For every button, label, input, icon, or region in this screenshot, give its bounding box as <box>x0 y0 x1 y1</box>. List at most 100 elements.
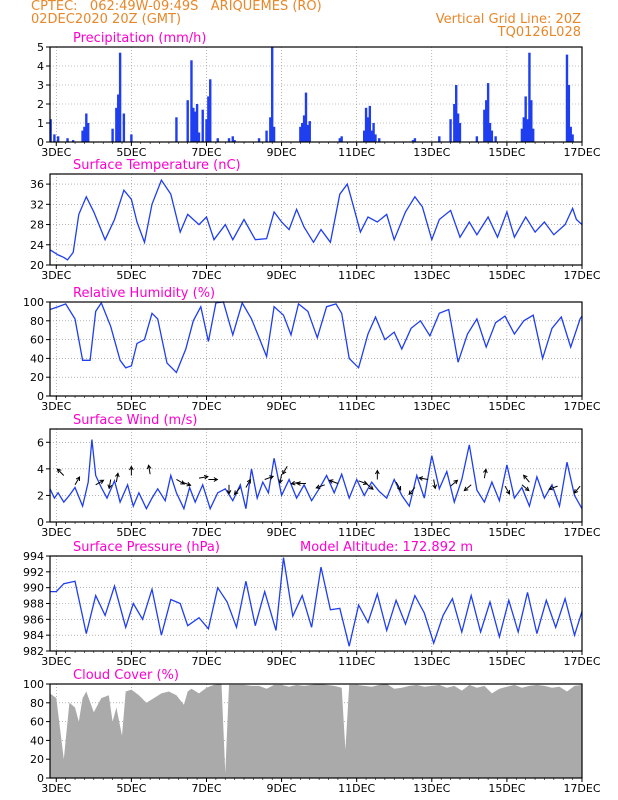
precip-bar <box>340 136 343 142</box>
precip-bar <box>205 119 208 142</box>
wind-arrow <box>95 479 105 486</box>
wind-arrow <box>450 479 459 487</box>
precip-bar <box>531 128 535 142</box>
precip-bar <box>53 134 56 142</box>
precip-bar <box>201 109 204 142</box>
wind-arrow-head <box>328 479 334 484</box>
y-tick-label-temp: 20 <box>30 259 44 272</box>
header-datetime: 02DEC2020 20Z (GMT) <box>31 12 182 27</box>
wind-arrow <box>432 479 437 490</box>
y-tick-label-precip: 5 <box>37 41 44 54</box>
precip-bar <box>453 104 456 142</box>
x-tick-label-pressure: 13DEC <box>413 655 450 668</box>
panel-precip: Precipitation (mm/h) 0 1 2 3 4 5 3DEC 5DEC 7DEC 9D… <box>37 31 601 159</box>
x-tick-label-humidity: 13DEC <box>413 400 450 413</box>
precip-bar <box>195 104 199 142</box>
precip-bar <box>66 138 69 142</box>
x-tick-label-humidity: 9DEC <box>267 400 297 413</box>
y-tick-label-wind: 4 <box>37 463 44 476</box>
precip-bar <box>528 52 531 143</box>
wind-arrow-shaft <box>548 485 558 490</box>
cloud-cover-area <box>50 684 582 778</box>
precip-bar <box>117 94 120 142</box>
wind-arrow-head <box>290 480 296 486</box>
y-tick-label-pressure: 992 <box>23 566 44 579</box>
precip-bar <box>374 134 377 142</box>
y-tick-label-pressure: 994 <box>23 550 44 563</box>
wind-arrow-shaft <box>523 474 530 483</box>
precip-bar <box>190 60 193 142</box>
panel-annotation-pressure: Model Altitude: 172.892 m <box>300 540 473 555</box>
precip-bar <box>413 138 417 142</box>
precip-bar <box>85 113 88 142</box>
precip-bar <box>456 113 460 142</box>
x-tick-label-temp: 7DEC <box>191 269 221 282</box>
y-tick-label-pressure: 990 <box>23 582 44 595</box>
x-tick-label-temp: 17DEC <box>563 269 600 282</box>
wind-arrow-head <box>278 479 283 485</box>
precip-bar <box>569 126 572 142</box>
panel-frame-cloud <box>49 683 583 779</box>
x-tick-label-temp: 15DEC <box>488 269 525 282</box>
wind-arrow <box>374 469 380 480</box>
x-tick-label-pressure: 7DEC <box>191 655 221 668</box>
wind-arrow-head <box>315 484 321 489</box>
y-tick-label-humidity: 80 <box>30 315 44 328</box>
y-tick-label-precip: 3 <box>37 79 44 92</box>
y-tick-label-humidity: 40 <box>30 352 44 365</box>
x-tick-label-cloud: 11DEC <box>338 782 375 795</box>
wind-arrow-head <box>418 476 424 481</box>
precip-bar <box>494 136 497 142</box>
wind-arrow-head <box>432 484 437 490</box>
wind-arrow-head <box>463 486 469 492</box>
wind-arrow-shaft <box>573 485 581 494</box>
x-tick-label-wind: 17DEC <box>563 526 600 539</box>
x-tick-label-pressure: 15DEC <box>488 655 525 668</box>
wind-arrow-head <box>180 480 186 485</box>
precip-bar <box>338 138 341 142</box>
y-tick-label-precip: 4 <box>37 60 44 73</box>
wind-arrow-shaft <box>181 481 191 486</box>
wind-arrow-head <box>226 490 232 495</box>
precip-bar <box>368 105 372 142</box>
panel-title-cloud: Cloud Cover (%) <box>73 668 179 683</box>
panel-title-pressure: Surface Pressure (hPa) <box>73 540 220 555</box>
precip-bar <box>490 130 494 142</box>
wind-arrow <box>233 487 241 496</box>
wind-arrow <box>115 472 120 483</box>
wind-arrow <box>176 479 186 485</box>
precip-bar <box>372 123 375 142</box>
x-tick-label-temp: 11DEC <box>338 269 375 282</box>
wind-arrow <box>521 484 530 492</box>
precip-bar <box>571 134 574 142</box>
y-tick-label-precip: 1 <box>37 117 44 130</box>
wind-arrow-head <box>453 479 459 485</box>
wind-arrow <box>208 477 219 482</box>
panel-frame-pressure <box>49 555 583 652</box>
series-line-temp <box>49 178 583 261</box>
wind-arrow-head <box>115 472 120 478</box>
precip-bar <box>111 128 114 142</box>
y-tick-label-humidity: 60 <box>30 334 44 347</box>
wind-arrow <box>146 464 152 475</box>
header-model-code: TQ0126L028 <box>497 25 581 40</box>
wind-arrow <box>56 468 65 476</box>
wind-arrow-shaft <box>95 479 104 486</box>
precip-bar <box>526 119 529 142</box>
wind-arrow <box>328 479 339 484</box>
precip-bar <box>186 100 189 142</box>
wind-arrow <box>483 468 488 479</box>
precip-bar <box>411 140 415 142</box>
wind-arrow-shaft <box>148 465 151 475</box>
panel-title-humidity: Relative Humidity (%) <box>73 286 215 301</box>
wind-arrow <box>198 474 209 480</box>
panel-wind: Surface Wind (m/s) 0 2 4 6 3DEC 5DEC 7DEC 9DEC 11… <box>37 413 601 539</box>
wind-arrow-shaft <box>521 484 530 491</box>
precip-bar <box>49 119 52 142</box>
wind-arrow-shaft <box>464 484 472 491</box>
precip-bar <box>192 107 195 142</box>
precip-bar <box>299 126 302 142</box>
y-tick-label-temp: 28 <box>30 219 44 232</box>
x-tick-label-wind: 15DEC <box>488 526 525 539</box>
